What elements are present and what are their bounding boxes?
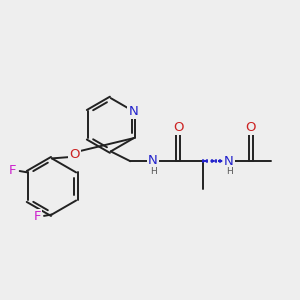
- Text: H: H: [226, 167, 233, 176]
- Text: F: F: [34, 210, 41, 223]
- Text: F: F: [9, 164, 17, 177]
- Text: H: H: [150, 167, 157, 176]
- Text: N: N: [148, 154, 158, 167]
- Text: O: O: [173, 121, 183, 134]
- Text: N: N: [128, 105, 138, 118]
- Text: O: O: [69, 148, 80, 161]
- Text: O: O: [246, 121, 256, 134]
- Text: N: N: [224, 155, 234, 168]
